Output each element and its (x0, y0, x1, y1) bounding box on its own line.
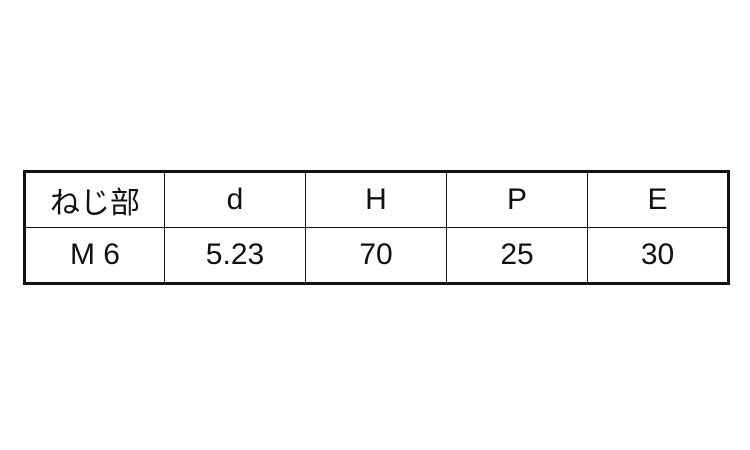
header-row: ねじ部 d H P E (24, 171, 729, 228)
spec-table: ねじ部 d H P E M 6 5.23 70 25 30 (23, 170, 730, 285)
cell-p: 25 (446, 227, 588, 284)
header-p: P (446, 171, 588, 228)
header-e: E (587, 171, 729, 228)
table-row: M 6 5.23 70 25 30 (24, 227, 729, 284)
cell-h: 70 (305, 227, 447, 284)
cell-e: 30 (587, 227, 729, 284)
cell-d: 5.23 (164, 227, 306, 284)
cell-thread: M 6 (24, 227, 165, 284)
header-thread: ねじ部 (24, 171, 165, 228)
header-h: H (305, 171, 447, 228)
header-d: d (164, 171, 306, 228)
